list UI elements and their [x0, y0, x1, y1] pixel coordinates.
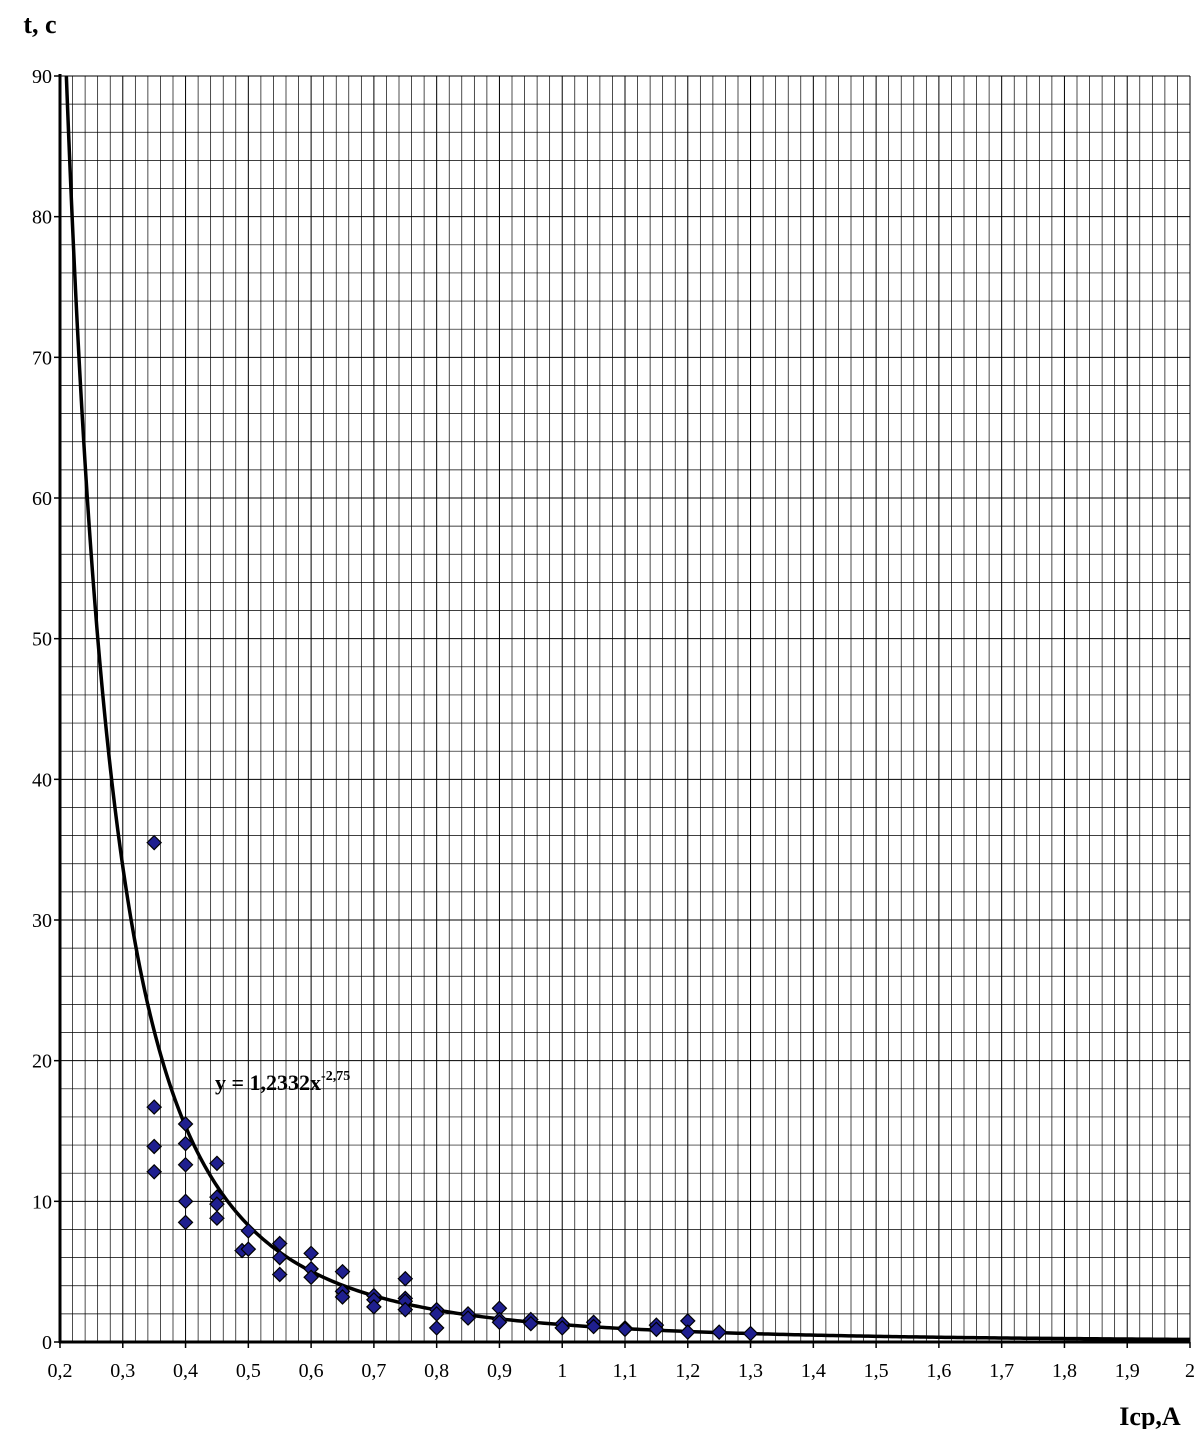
data-point: [146, 1163, 163, 1180]
x-tick-label: 1,6: [926, 1360, 951, 1382]
chart-points-layer: [146, 834, 759, 1342]
x-tick-label: 1,2: [675, 1360, 700, 1382]
x-tick-label: 1: [557, 1360, 567, 1382]
x-tick-label: 0,7: [361, 1360, 386, 1382]
data-point: [617, 1321, 633, 1338]
data-point: [491, 1314, 508, 1331]
y-tick-label: 0: [42, 1332, 52, 1354]
chart-labels-layer: 0 10 20 30 40 50 60 70 80 90 0,2 0,3 0,4 0,5 0,6 0,7 0,8…: [32, 66, 1195, 1382]
data-point: [303, 1245, 319, 1262]
data-point: [711, 1324, 728, 1341]
x-tick-label: 1,9: [1115, 1360, 1140, 1382]
x-tick-label: 1,7: [989, 1360, 1014, 1382]
data-point: [209, 1155, 225, 1172]
data-point: [397, 1270, 414, 1287]
trendline-equation-base: y = 1,2332x: [215, 1070, 321, 1095]
data-point: [460, 1310, 476, 1326]
x-tick-label: 0,5: [236, 1360, 261, 1382]
data-point: [366, 1298, 382, 1315]
chart-axes: [54, 74, 1191, 1348]
y-axis-title: t, c: [23, 10, 56, 39]
data-point: [271, 1266, 288, 1283]
data-point: [334, 1289, 351, 1305]
y-tick-label: 80: [32, 207, 52, 229]
y-tick-label: 50: [32, 629, 52, 651]
data-point: [146, 1099, 163, 1115]
x-axis-title: Icp,A: [1119, 1402, 1181, 1429]
x-tick-label: 0,2: [48, 1360, 73, 1382]
data-point: [428, 1320, 445, 1336]
data-point: [177, 1116, 194, 1132]
data-point: [554, 1320, 571, 1336]
data-point: [397, 1301, 414, 1318]
data-point: [679, 1324, 696, 1341]
x-tick-label: 2: [1185, 1360, 1195, 1382]
trendline-equation-exponent: -2,75: [321, 1069, 350, 1084]
x-tick-label: 1,5: [864, 1360, 889, 1382]
trendline-equation: y = 1,2332x-2,75: [215, 1069, 350, 1095]
data-point: [177, 1156, 194, 1173]
x-tick-label: 0,4: [173, 1360, 198, 1382]
y-tick-label: 20: [32, 1051, 52, 1073]
x-tick-label: 1,3: [738, 1360, 763, 1382]
data-point: [177, 1193, 194, 1210]
data-point: [240, 1241, 257, 1258]
trendline-curve: [64, 75, 1191, 1342]
x-tick-label: 0,6: [299, 1360, 324, 1382]
y-tick-label: 10: [32, 1191, 52, 1213]
data-point: [209, 1210, 225, 1227]
data-point: [522, 1315, 539, 1332]
data-point: [334, 1263, 351, 1280]
chart-grid: [60, 75, 1191, 1342]
data-point: [742, 1325, 759, 1342]
data-point: [146, 834, 163, 851]
x-tick-label: 0,8: [424, 1360, 449, 1382]
data-point: [585, 1318, 602, 1335]
y-tick-label: 40: [32, 769, 52, 791]
y-tick-label: 30: [32, 910, 52, 932]
chart-trendline-layer: [64, 75, 1191, 1342]
data-point: [303, 1269, 319, 1286]
data-point: [146, 1138, 163, 1155]
y-tick-label: 60: [32, 488, 52, 510]
y-tick-label: 70: [32, 347, 52, 369]
data-point: [271, 1249, 288, 1266]
data-point: [648, 1321, 665, 1338]
data-point: [240, 1223, 257, 1239]
data-point: [177, 1135, 194, 1152]
y-tick-label: 90: [32, 66, 52, 88]
x-tick-label: 1,4: [801, 1360, 826, 1382]
x-tick-label: 0,3: [110, 1360, 135, 1382]
data-point: [177, 1214, 194, 1231]
x-tick-label: 1,1: [613, 1360, 638, 1382]
x-tick-label: 0,9: [487, 1360, 512, 1382]
x-tick-label: 1,8: [1052, 1360, 1077, 1382]
